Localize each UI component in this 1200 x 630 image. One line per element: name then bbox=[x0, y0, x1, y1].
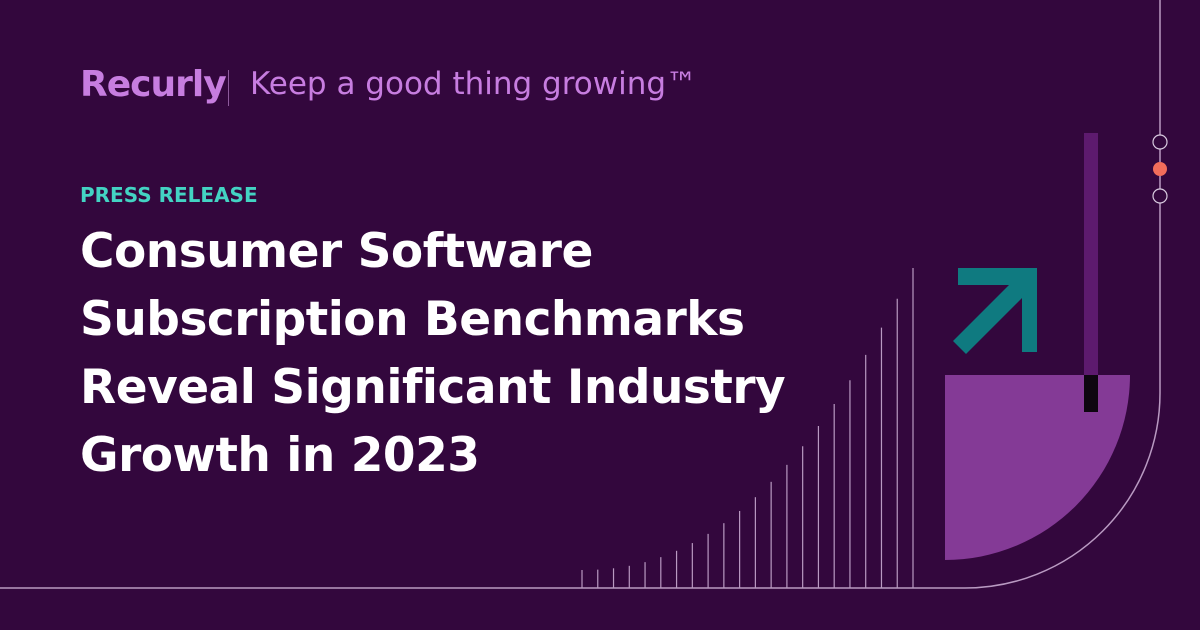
arrow bbox=[953, 268, 1037, 354]
divider bbox=[228, 70, 229, 106]
headline-line: Reveal Significant Industry bbox=[80, 360, 786, 415]
growth-lines bbox=[581, 268, 914, 588]
headline-line: Subscription Benchmarks bbox=[80, 292, 745, 347]
headline: Consumer Software Subscription Benchmark… bbox=[80, 218, 786, 490]
headline-line: Growth in 2023 bbox=[80, 428, 480, 483]
frame-line bbox=[0, 0, 1161, 589]
dot bbox=[1152, 134, 1168, 150]
label: PRESS RELEASE bbox=[80, 183, 258, 207]
dot-active bbox=[1153, 162, 1167, 176]
headline-line: Consumer Software bbox=[80, 224, 593, 279]
dot bbox=[1152, 188, 1168, 204]
brand: Recurly bbox=[80, 64, 227, 105]
vertical-bar bbox=[1084, 133, 1098, 375]
vertical-bar-base bbox=[1084, 375, 1098, 412]
tagline: Keep a good thing growing™ bbox=[250, 66, 698, 102]
quarter-circle bbox=[945, 375, 1130, 560]
